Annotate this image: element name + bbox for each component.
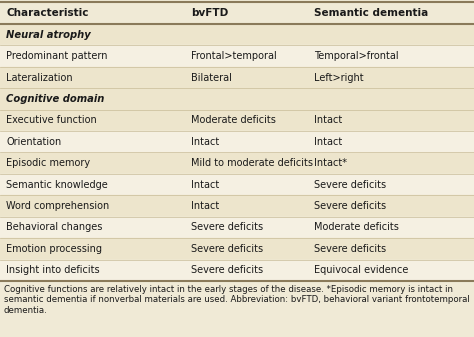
Bar [0, 238, 474, 259]
Bar [0, 24, 474, 45]
Text: Moderate deficits: Moderate deficits [191, 115, 276, 125]
Text: Cognitive domain: Cognitive domain [6, 94, 105, 104]
Bar [0, 153, 474, 174]
Text: Severe deficits: Severe deficits [314, 201, 386, 211]
Text: Equivocal evidence: Equivocal evidence [314, 265, 409, 275]
Text: Emotion processing: Emotion processing [6, 244, 102, 254]
Bar [0, 131, 474, 153]
Text: Bilateral: Bilateral [191, 72, 232, 83]
Text: Semantic dementia: Semantic dementia [314, 8, 428, 18]
Text: Severe deficits: Severe deficits [191, 244, 263, 254]
Text: Orientation: Orientation [6, 137, 62, 147]
Text: Intact: Intact [191, 137, 219, 147]
Text: Moderate deficits: Moderate deficits [314, 222, 399, 233]
Bar [0, 195, 474, 217]
Bar [0, 67, 474, 88]
Text: Intact*: Intact* [314, 158, 347, 168]
Text: Cognitive functions are relatively intact in the early stages of the disease. *E: Cognitive functions are relatively intac… [4, 285, 470, 315]
Bar [0, 217, 474, 238]
Text: Episodic memory: Episodic memory [6, 158, 90, 168]
Text: Mild to moderate deficits: Mild to moderate deficits [191, 158, 313, 168]
Text: Executive function: Executive function [6, 115, 97, 125]
Bar [0, 110, 474, 131]
Text: bvFTD: bvFTD [191, 8, 228, 18]
Bar [0, 2, 474, 24]
Bar [0, 259, 474, 281]
Text: Temporal>frontal: Temporal>frontal [314, 51, 399, 61]
Text: Severe deficits: Severe deficits [314, 180, 386, 190]
Text: Intact: Intact [314, 115, 343, 125]
Text: Frontal>temporal: Frontal>temporal [191, 51, 277, 61]
Bar [0, 174, 474, 195]
Text: Characteristic: Characteristic [6, 8, 89, 18]
Text: Predominant pattern: Predominant pattern [6, 51, 108, 61]
Text: Left>right: Left>right [314, 72, 364, 83]
Text: Semantic knowledge: Semantic knowledge [6, 180, 108, 190]
Text: Severe deficits: Severe deficits [191, 222, 263, 233]
Text: Intact: Intact [191, 180, 219, 190]
Bar [0, 45, 474, 67]
Text: Insight into deficits: Insight into deficits [6, 265, 100, 275]
Text: Severe deficits: Severe deficits [314, 244, 386, 254]
Text: Intact: Intact [314, 137, 343, 147]
Bar [0, 88, 474, 110]
Text: Behavioral changes: Behavioral changes [6, 222, 102, 233]
Text: Lateralization: Lateralization [6, 72, 73, 83]
Text: Intact: Intact [191, 201, 219, 211]
Text: Severe deficits: Severe deficits [191, 265, 263, 275]
Text: Word comprehension: Word comprehension [6, 201, 109, 211]
Text: Neural atrophy: Neural atrophy [6, 30, 91, 40]
